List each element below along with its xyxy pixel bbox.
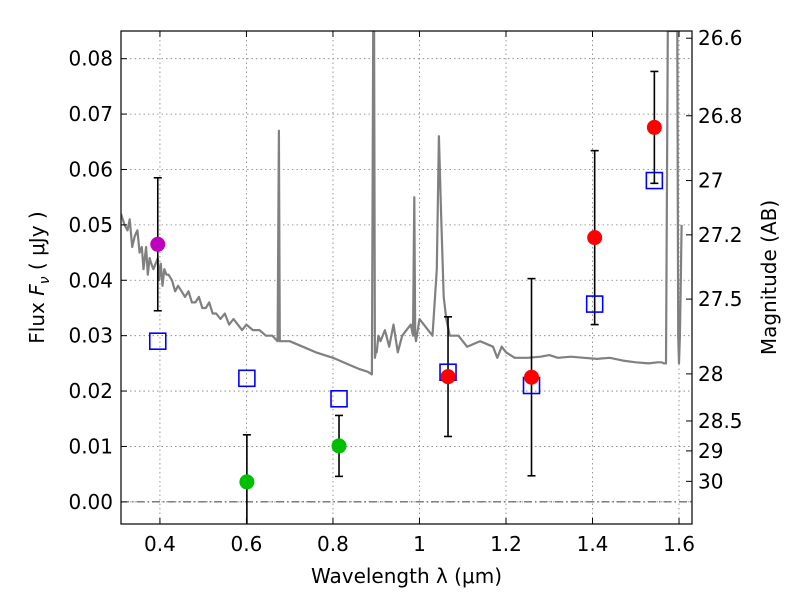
model-squares [148,171,664,408]
x-tick-label: 1.2 [490,532,522,556]
right-tick-label: 28 [698,362,723,386]
right-tick-label: 30 [698,469,723,493]
right-tick-label: 27.5 [698,287,743,311]
x-tick-label: 1.4 [577,532,609,556]
y-tick-label: 0.03 [68,324,113,348]
model-square-point [645,171,664,190]
y-axis-label-subscript: ν [37,276,53,284]
right-tick-label: 26.6 [698,26,743,50]
right-tick-label: 29 [698,439,723,463]
right-axis-label: Magnitude (AB) [757,200,781,355]
grid [121,31,692,524]
y-axis-label-symbol: F [25,284,49,296]
right-tick-label: 27 [698,169,723,193]
y-tick-label: 0.02 [68,379,113,403]
x-tick-label: 0.8 [317,532,349,556]
ticks [121,31,692,524]
tick-labels: 0.4 0.6 0.8 1 1.2 1.4 1.6 0.00 0.01 0.02 0.03 0.04 0… [68,26,742,556]
error-bars [153,70,659,524]
y-axis-label: Flux Fν ( μJy ) [25,211,53,343]
right-tick-label: 26.8 [698,104,743,128]
right-tick-label: 27.2 [698,223,743,247]
measured-point [331,438,347,454]
model-square-point [330,390,348,408]
measured-point [150,236,166,252]
measured-point [440,369,456,385]
measured-point [587,230,603,246]
y-tick-label: 0.08 [68,47,113,71]
y-tick-label: 0.05 [68,213,113,237]
measured-point [646,119,662,135]
x-tick-label: 0.4 [144,532,176,556]
model-square-point [148,332,167,351]
model-square-point [585,295,604,313]
x-tick-label: 1 [413,532,426,556]
x-tick-label: 1.6 [663,532,695,556]
measured-point [239,474,255,490]
x-tick-label: 0.6 [231,532,263,556]
y-axis-label-units: ( μJy ) [25,211,49,276]
model-spectrum-layer [121,31,683,376]
y-tick-label: 0.00 [68,490,113,514]
y-tick-label: 0.01 [68,434,113,458]
right-tick-label: 28.5 [698,409,743,433]
y-tick-label: 0.04 [68,268,113,292]
model-square-point [238,369,256,388]
x-axis-label: Wavelength λ (μm) [311,564,502,588]
plot-frame [120,30,693,525]
y-tick-label: 0.06 [68,157,113,181]
measured-point [524,369,540,385]
measured-points [150,119,662,490]
y-tick-label: 0.07 [68,102,113,126]
model-spectrum-line [121,31,683,376]
y-axis-label-prefix: Flux [25,296,49,344]
